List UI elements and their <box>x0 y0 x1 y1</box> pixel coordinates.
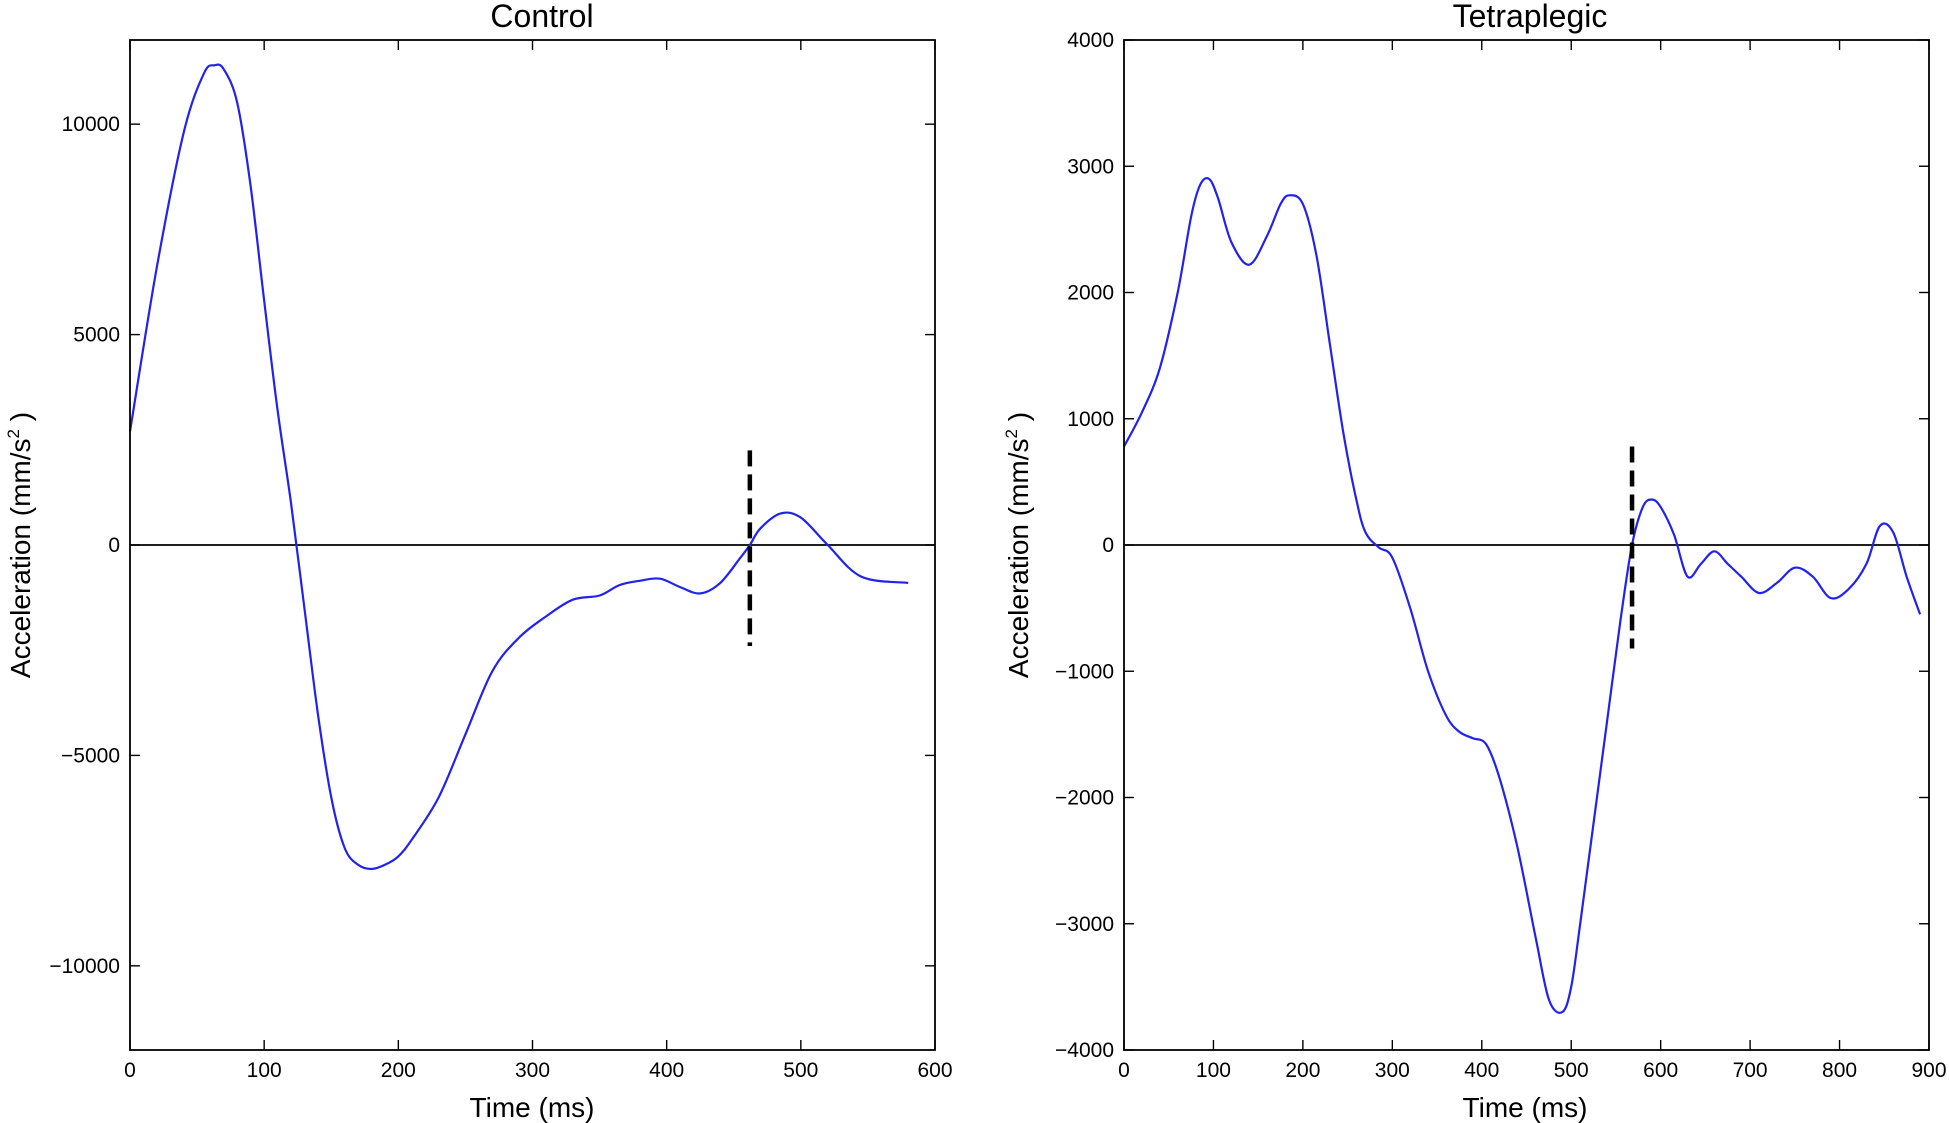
x-tick-label-tetraplegic: 100 <box>1196 1059 1231 1082</box>
chart-tetraplegic: Tetraplegic 0 100 200 300 400 500 600 700 800 900… <box>1002 0 1947 1123</box>
x-axis-label-tetraplegic: Time (ms) <box>1463 1092 1588 1123</box>
x-tick-label-control: 0 <box>124 1059 136 1082</box>
x-tick-label-tetraplegic: 0 <box>1118 1059 1130 1082</box>
y-axis-label-text-control: Acceleration (mm/s <box>5 438 36 678</box>
x-tick-label-control: 400 <box>649 1059 684 1082</box>
y-tick-label-tetraplegic: 3000 <box>1067 155 1114 178</box>
y-tick-label-control: 0 <box>108 534 120 557</box>
x-tick-label-tetraplegic: 900 <box>1911 1059 1946 1082</box>
y-tick-label-tetraplegic: −4000 <box>1055 1039 1114 1062</box>
x-tick-label-tetraplegic: 600 <box>1643 1059 1678 1082</box>
x-tick-label-control: 100 <box>247 1059 282 1082</box>
y-tick-label-control: −10000 <box>49 955 120 978</box>
chart-control: Control 0 100 200 300 400 500 600 −10000 −5000 0 5… <box>4 0 953 1123</box>
series-line-control <box>128 63 909 871</box>
plot-frame-tetraplegic <box>1123 39 1930 1051</box>
y-tick-label-control: −5000 <box>61 744 120 767</box>
y-tick-label-tetraplegic: 2000 <box>1067 282 1114 305</box>
chart-title-control: Control <box>490 0 593 34</box>
y-axis-label-tetraplegic: Acceleration (mm/s2 ) <box>1002 412 1034 678</box>
y-tick-label-tetraplegic: −1000 <box>1055 660 1114 683</box>
x-tick-label-tetraplegic: 300 <box>1375 1059 1410 1082</box>
tick-group-tetraplegic: 0 100 200 300 400 500 600 700 800 900 −4000 −3000 −2… <box>1055 29 1947 1082</box>
y-axis-label-superscript-tetraplegic: 2 <box>1002 429 1021 438</box>
y-tick-label-control: 10000 <box>62 113 120 136</box>
plot-frame-control <box>129 39 936 1051</box>
series-line-tetraplegic <box>1123 177 1922 1014</box>
x-tick-label-tetraplegic: 400 <box>1464 1059 1499 1082</box>
y-tick-label-tetraplegic: −2000 <box>1055 787 1114 810</box>
y-tick-label-tetraplegic: 0 <box>1102 534 1114 557</box>
tick-group-control: 0 100 200 300 400 500 600 −10000 −5000 0 5000 10000 <box>49 40 953 1082</box>
x-tick-label-control: 500 <box>783 1059 818 1082</box>
y-tick-label-tetraplegic: 1000 <box>1067 408 1114 431</box>
y-axis-label-end-tetraplegic: ) <box>1003 412 1034 429</box>
x-axis-label-control: Time (ms) <box>470 1092 595 1123</box>
y-axis-label-text-tetraplegic: Acceleration (mm/s <box>1003 438 1034 678</box>
y-tick-label-tetraplegic: 4000 <box>1067 29 1114 52</box>
y-axis-label-superscript-control: 2 <box>4 429 23 438</box>
x-tick-label-tetraplegic: 200 <box>1285 1059 1320 1082</box>
y-tick-label-control: 5000 <box>73 324 120 347</box>
x-tick-label-tetraplegic: 700 <box>1733 1059 1768 1082</box>
y-tick-label-tetraplegic: −3000 <box>1055 913 1114 936</box>
x-tick-label-control: 600 <box>917 1059 952 1082</box>
x-tick-label-tetraplegic: 500 <box>1554 1059 1589 1082</box>
x-tick-label-tetraplegic: 800 <box>1822 1059 1857 1082</box>
x-tick-label-control: 300 <box>515 1059 550 1082</box>
x-tick-label-control: 200 <box>381 1059 416 1082</box>
chart-title-tetraplegic: Tetraplegic <box>1453 0 1608 34</box>
y-axis-label-end-control: ) <box>5 412 36 429</box>
y-axis-label-control: Acceleration (mm/s2 ) <box>4 412 36 678</box>
